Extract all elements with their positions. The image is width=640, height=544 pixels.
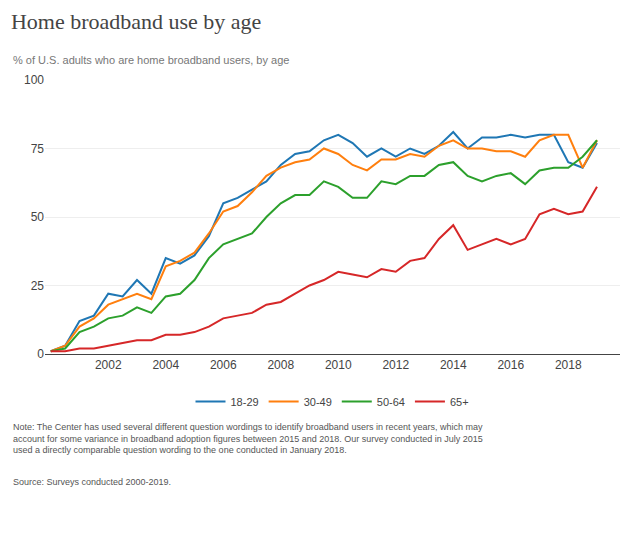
svg-text:65+: 65+ (450, 396, 469, 408)
svg-text:2008: 2008 (267, 358, 294, 372)
svg-text:2002: 2002 (95, 358, 122, 372)
svg-text:Source: Surveys conducted 2000: Source: Surveys conducted 2000-2019. (13, 477, 171, 487)
svg-text:Note: The Center has used seve: Note: The Center has used several differ… (13, 422, 483, 455)
svg-text:2014: 2014 (440, 358, 467, 372)
svg-text:2016: 2016 (497, 358, 524, 372)
svg-text:Home broadband use by age: Home broadband use by age (11, 9, 261, 34)
svg-text:75: 75 (31, 142, 45, 156)
svg-text:2004: 2004 (152, 358, 179, 372)
svg-text:100: 100 (24, 73, 44, 87)
svg-text:50: 50 (31, 210, 45, 224)
svg-text:2006: 2006 (210, 358, 237, 372)
svg-text:25: 25 (31, 279, 45, 293)
svg-text:2018: 2018 (555, 358, 582, 372)
svg-text:50-64: 50-64 (377, 396, 405, 408)
svg-text:0: 0 (37, 347, 44, 361)
svg-text:2010: 2010 (325, 358, 352, 372)
svg-text:18-29: 18-29 (231, 396, 259, 408)
svg-text:2012: 2012 (382, 358, 409, 372)
svg-text:30-49: 30-49 (304, 396, 332, 408)
svg-text:% of U.S. adults who are home: % of U.S. adults who are home broadband … (13, 54, 289, 66)
